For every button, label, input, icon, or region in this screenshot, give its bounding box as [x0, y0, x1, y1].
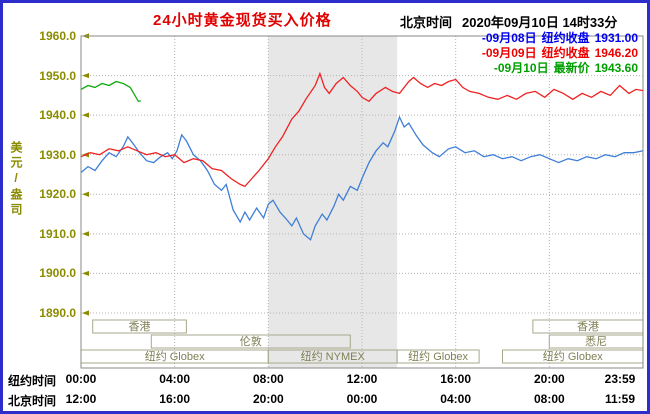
y-tick-arrow-icon — [82, 231, 89, 237]
market-session-box — [150, 334, 351, 349]
market-session-box — [396, 349, 480, 364]
legend-series-name: -09月10日 — [493, 61, 549, 75]
timezone-label: 北京时间 — [400, 15, 453, 30]
legend-series-name: -09月08日 — [481, 31, 537, 45]
legend-series-value: 1931.00 — [594, 31, 638, 45]
market-session-box — [502, 349, 644, 364]
series-line-2 — [80, 80, 141, 103]
legend-series-type: 纽约收盘 — [541, 31, 590, 45]
legend-series-value: 1946.20 — [594, 46, 638, 60]
legend-series-name: -09月09日 — [481, 46, 537, 60]
series-line-1 — [80, 71, 644, 188]
price-chart-plot — [80, 33, 644, 369]
y-tick-arrow-icon — [82, 310, 89, 316]
legend-series-type: 最新价 — [553, 61, 590, 75]
legend-series-type: 纽约收盘 — [541, 46, 590, 60]
market-session-box — [548, 334, 644, 349]
y-axis-title: 美元/盎司 — [9, 141, 23, 218]
page-title: 24小时黄金现货买入价格 — [153, 12, 332, 29]
y-tick-arrow-icon — [82, 270, 89, 277]
series-line-0 — [80, 115, 644, 241]
legend: -09月08日 纽约收盘 1931.00 -09月09日 纽约收盘 1946.20 -0… — [482, 31, 638, 76]
legend-series-value: 1943.60 — [594, 61, 638, 75]
y-tick-arrow-icon — [82, 112, 89, 118]
legend-entry-sep08: -09月08日 纽约收盘 1931.00 — [482, 31, 638, 46]
legend-entry-sep09: -09月09日 纽约收盘 1946.20 — [482, 46, 638, 61]
y-tick-arrow-icon — [82, 72, 89, 79]
y-tick-arrow-icon — [82, 191, 89, 197]
legend-entry-sep10: -09月10日 最新价 1943.60 — [482, 61, 638, 76]
market-session-box — [92, 319, 187, 334]
current-timestamp: 2020年09月10日 14时33分 — [462, 15, 618, 30]
plot-frame — [80, 35, 644, 369]
nymex-session-band — [268, 36, 398, 368]
